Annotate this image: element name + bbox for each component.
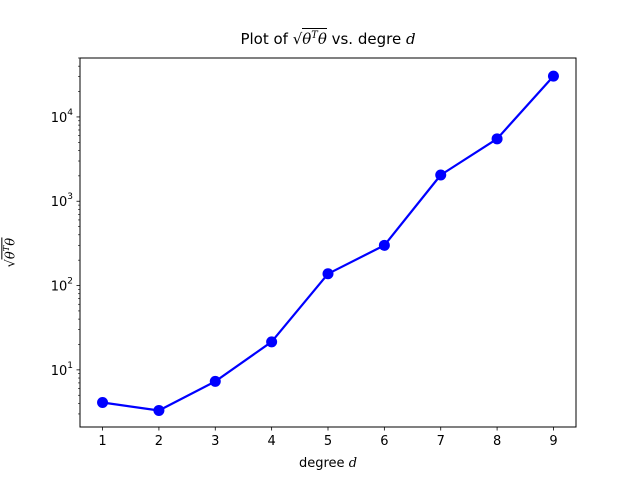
data-point xyxy=(547,70,559,82)
title-var: d xyxy=(405,30,416,48)
x-axis-label: degree d xyxy=(80,456,576,471)
title-math: θTθ xyxy=(302,28,327,48)
x-tick-label: 8 xyxy=(493,434,501,449)
title-prefix: Plot of xyxy=(240,30,293,48)
title-radical: √ xyxy=(292,30,303,48)
x-tick-label: 4 xyxy=(267,434,275,449)
y-label-theta-2: θ xyxy=(3,237,19,246)
x-label-var: d xyxy=(348,456,358,471)
x-tick-label: 3 xyxy=(211,434,219,449)
y-label-radical: √ xyxy=(3,259,19,268)
y-axis-label: √θTθ xyxy=(1,237,19,268)
y-tick-base: 10 xyxy=(51,111,68,126)
y-tick-label: 103 xyxy=(51,192,73,210)
data-point xyxy=(435,169,447,181)
y-tick-exp: 2 xyxy=(67,277,73,287)
data-point xyxy=(322,268,334,280)
y-label-theta: θ xyxy=(3,251,19,260)
chart-title: Plot of √θTθ vs. degre d xyxy=(80,28,576,48)
data-point xyxy=(97,397,109,409)
x-tick-label: 7 xyxy=(437,434,445,449)
y-tick-base: 10 xyxy=(51,195,68,210)
axes-frame xyxy=(79,57,577,428)
series xyxy=(97,70,559,416)
y-tick-exp: 1 xyxy=(67,361,73,371)
y-label-math: θTθ xyxy=(1,237,19,260)
title-theta-2: θ xyxy=(317,30,327,48)
data-point xyxy=(378,239,390,251)
data-point xyxy=(153,404,165,416)
x-tick-label: 9 xyxy=(549,434,557,449)
title-sup: T xyxy=(311,30,318,41)
y-tick-exp: 3 xyxy=(67,192,73,202)
title-theta: θ xyxy=(302,30,312,48)
y-tick-label: 104 xyxy=(51,108,74,126)
x-tick-label: 1 xyxy=(98,434,106,449)
x-label-text: degree xyxy=(298,456,349,471)
x-tick-label: 6 xyxy=(380,434,388,449)
y-tick-base: 10 xyxy=(51,364,68,379)
title-middle: vs. degre xyxy=(326,30,406,48)
data-point xyxy=(266,336,278,348)
y-tick-label: 102 xyxy=(51,277,73,295)
y-tick-exp: 4 xyxy=(67,108,73,118)
series-line xyxy=(102,75,555,412)
x-ticks: 1 2 3 4 5 6 7 8 9 xyxy=(98,427,558,449)
data-point xyxy=(209,375,221,387)
x-tick-label: 2 xyxy=(155,434,163,449)
y-tick-label: 101 xyxy=(51,361,73,379)
y-label-sup: T xyxy=(1,245,12,252)
data-point xyxy=(491,133,503,145)
x-tick-label: 5 xyxy=(324,434,332,449)
y-tick-base: 10 xyxy=(51,280,68,295)
